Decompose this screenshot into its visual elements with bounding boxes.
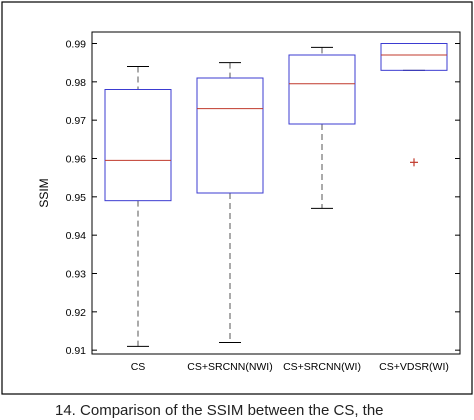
x-tick-label: CS+SRCNN(WI) <box>283 361 361 373</box>
box-series <box>104 43 448 347</box>
box-group <box>196 62 264 343</box>
y-tick-label: 0.98 <box>66 77 87 89</box>
figure-caption: 14. Comparison of the SSIM between the C… <box>55 402 384 419</box>
y-tick-label: 0.94 <box>66 230 87 242</box>
figure-frame <box>1 1 473 395</box>
box <box>104 89 172 202</box>
box <box>380 43 448 71</box>
box-group <box>104 66 172 347</box>
y-axis-label: SSIM <box>37 178 51 207</box>
box-group <box>288 46 356 209</box>
y-tick-label: 0.99 <box>66 39 87 51</box>
box <box>288 54 356 125</box>
y-tick-label: 0.96 <box>66 154 87 166</box>
y-axis: 0.91 0.92 0.93 0.94 0.95 0.96 0.97 0.98 0.99 <box>66 39 460 357</box>
plot-area <box>91 31 461 355</box>
y-tick-label: 0.93 <box>66 269 87 281</box>
y-tick-label: 0.97 <box>66 115 87 127</box>
y-tick-label: 0.92 <box>66 307 87 319</box>
y-tick-label: 0.91 <box>66 345 87 357</box>
x-tick-label: CS+SRCNN(NWI) <box>187 361 272 373</box>
box <box>196 77 264 194</box>
x-tick-label: CS+VDSR(WI) <box>379 361 449 373</box>
x-tick-label: CS <box>131 361 146 373</box>
box-group <box>380 43 448 167</box>
y-tick-label: 0.95 <box>66 192 87 204</box>
x-axis: CS CS+SRCNN(NWI) CS+SRCNN(WI) CS+VDSR(WI) <box>131 361 449 373</box>
